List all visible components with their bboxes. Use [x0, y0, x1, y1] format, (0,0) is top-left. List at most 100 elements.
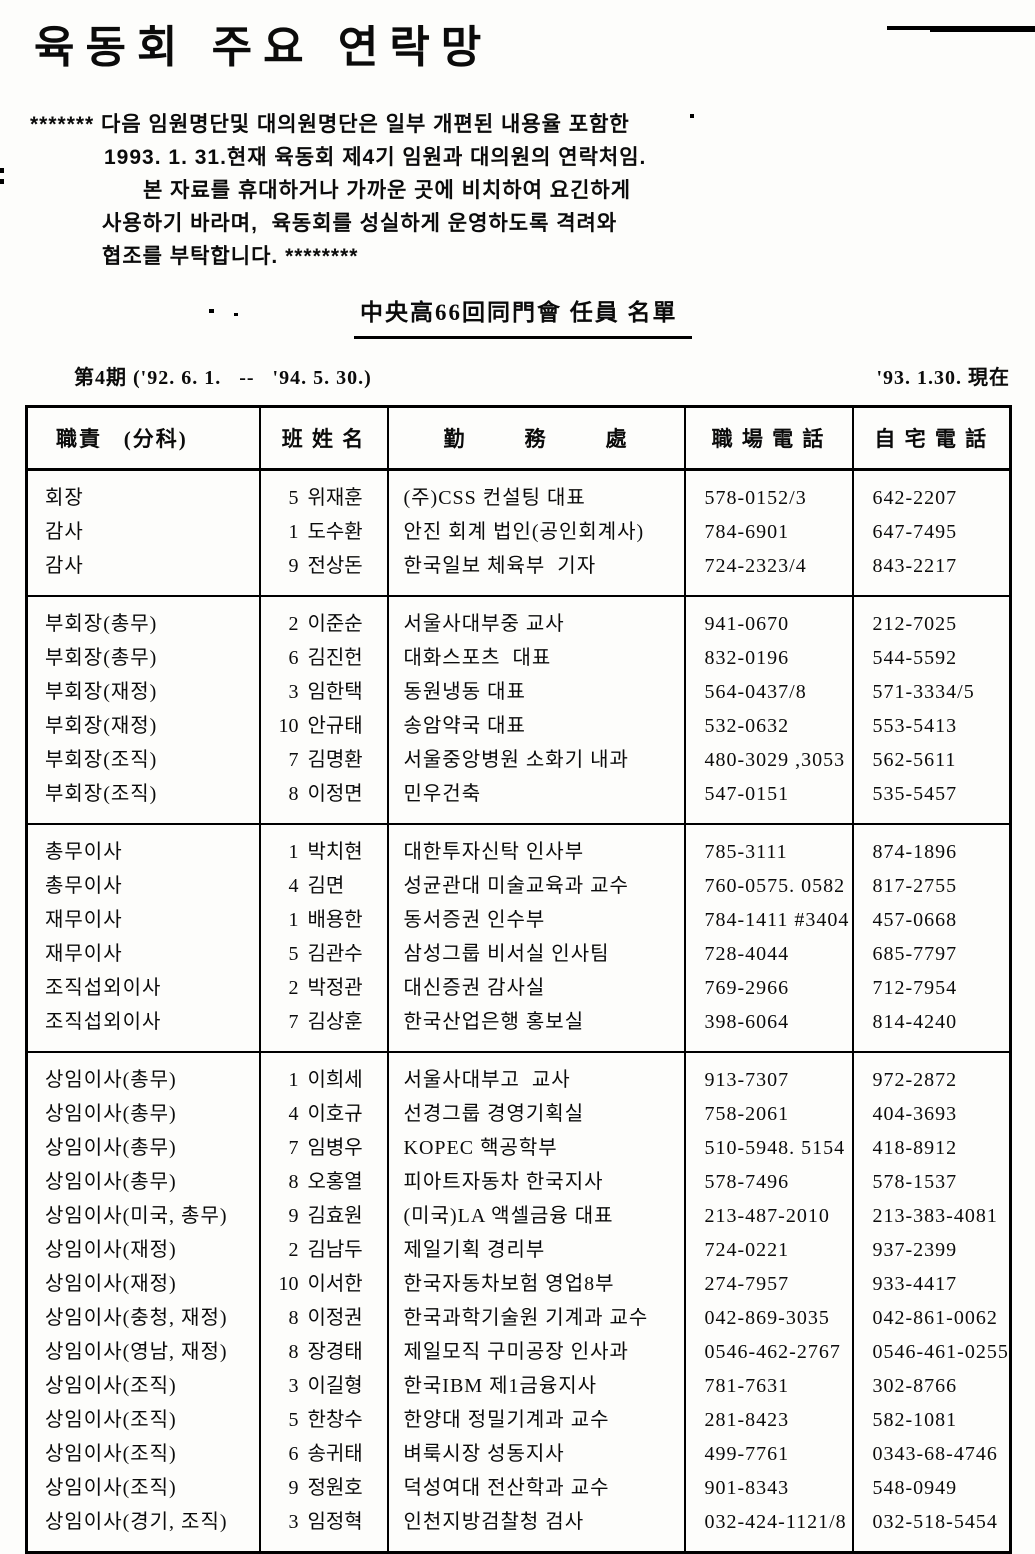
cell-work-phone: 913-7307 [683, 1052, 853, 1097]
cell-position: 상임이사(재정) [45, 1239, 177, 1261]
cell-work-phone: 213-487-2010 [683, 1199, 853, 1233]
cell-class-number: 3 [288, 681, 299, 703]
cell-workplace: 삼성그룹 비서실 인사팀 [386, 937, 685, 971]
table-row: 부회장(재정) 10 안규태 송암약국 대표 532-0632 553-5413 [27, 709, 1011, 743]
cell-class-and-name: 2 박정관 [258, 971, 388, 1005]
cell-class-and-name: 4 김면 [258, 869, 388, 903]
cell-work-phone: 032-424-1121/8 [683, 1505, 853, 1553]
cell-class-and-name: 3 이길형 [258, 1369, 388, 1403]
cell-class-and-name: 1 박치현 [258, 824, 388, 869]
cell-class-and-name: 5 한창수 [258, 1403, 388, 1437]
cell-workplace: 대화스포츠 대표 [386, 641, 685, 675]
table-row: 상임이사(총무) 7 임병우 KOPEC 핵공학부 510-5948. 5154 418-… [27, 1131, 1011, 1165]
cell-class-number: 8 [288, 783, 299, 805]
cell-class-and-name: 1 이희세 [258, 1052, 388, 1097]
cell-name: 임한택 [307, 681, 363, 703]
table-row: 부회장(조직) 7 김명환 서울중앙병원 소화기 내과 480-3029 ,3053 56… [27, 743, 1011, 777]
cell-work-phone: 724-2323/4 [683, 549, 853, 596]
table-group: 총무이사 1 박치현 대한투자신탁 인사부 785-3111 874-1896 총무이사 4 김… [26, 824, 1011, 1052]
cell-position: 부회장(총무) [45, 647, 158, 669]
table-row: 부회장(총무) 2 이준순 서울사대부중 교사 941-0670 212-7025 [27, 596, 1011, 641]
term-period: 第4期 ('92. 6. 1. -- '94. 5. 30.) [74, 367, 372, 389]
cell-class-and-name: 10 이서한 [258, 1267, 388, 1301]
cell-class-number: 1 [288, 1069, 299, 1091]
cell-home-phone: 571-3334/5 [851, 675, 1011, 709]
cell-position: 상임이사(조직) [45, 1443, 177, 1465]
cell-position: 조직섭외이사 [45, 977, 162, 999]
cell-class-and-name: 5 위재훈 [258, 469, 388, 515]
cell-class-number: 9 [288, 1205, 299, 1227]
table-row: 부회장(총무) 6 김진헌 대화스포츠 대표 832-0196 544-5592 [27, 641, 1011, 675]
cell-class-number: 8 [288, 1307, 299, 1329]
header-position: 職責 (分科) [26, 406, 260, 471]
table-header: 職責 (分科) 班 姓 名 勤 務 處 職 場 電 話 自 宅 電 話 [26, 406, 1011, 471]
cell-workplace: KOPEC 핵공학부 [386, 1131, 685, 1165]
cell-class-and-name: 1 배용한 [258, 903, 388, 937]
cell-workplace: 동원냉동 대표 [386, 675, 685, 709]
cell-home-phone: 647-7495 [851, 515, 1011, 549]
cell-work-phone: 564-0437/8 [683, 675, 853, 709]
cell-class-and-name: 3 임한택 [258, 675, 388, 709]
header-workplace: 勤 務 處 [386, 406, 685, 471]
cell-home-phone: 933-4417 [851, 1267, 1011, 1301]
cell-name: 임병우 [307, 1137, 363, 1159]
cell-position: 부회장(총무) [45, 613, 158, 635]
table-group: 부회장(총무) 2 이준순 서울사대부중 교사 941-0670 212-7025 부회장(… [26, 596, 1011, 824]
table-row: 상임이사(조직) 6 송귀태 벼룩시장 성동지사 499-7761 0343-68-474… [27, 1437, 1011, 1471]
cell-work-phone: 0546-462-2767 [683, 1335, 853, 1369]
scan-artifact [0, 168, 4, 173]
cell-name: 안규태 [307, 715, 363, 737]
cell-name: 이길형 [307, 1375, 363, 1397]
cell-class-number: 3 [288, 1375, 299, 1397]
cell-class-number: 9 [288, 555, 299, 577]
cell-workplace: 한국일보 체육부 기자 [386, 549, 685, 596]
cell-class-number: 1 [288, 841, 299, 863]
cell-position: 부회장(조직) [45, 749, 158, 771]
cell-class-and-name: 10 안규태 [258, 709, 388, 743]
cell-home-phone: 814-4240 [851, 1005, 1011, 1052]
roster-subtitle: 中央高66回同門會 任員 名單 [354, 293, 692, 339]
cell-position: 상임이사(총무) [45, 1171, 177, 1193]
scan-artifact [930, 26, 1035, 32]
scan-artifact [234, 313, 238, 316]
intro-line: ******* 다음 임원명단및 대의원명단은 일부 개편된 내용율 포함한 [30, 113, 630, 136]
cell-home-phone: 937-2399 [851, 1233, 1011, 1267]
cell-position: 상임이사(조직) [45, 1375, 177, 1397]
cell-home-phone: 553-5413 [851, 709, 1011, 743]
cell-work-phone: 758-2061 [683, 1097, 853, 1131]
cell-home-phone: 972-2872 [851, 1052, 1011, 1097]
cell-workplace: 서울사대부중 교사 [386, 596, 685, 641]
cell-work-phone: 724-0221 [683, 1233, 853, 1267]
table-row: 상임이사(조직) 3 이길형 한국IBM 제1금융지사 781-7631 302-8766 [27, 1369, 1011, 1403]
table-row: 상임이사(총무) 8 오홍열 피아트자동차 한국지사 578-7496 578-1537 [27, 1165, 1011, 1199]
cell-workplace: 동서증권 인수부 [386, 903, 685, 937]
intro-line: 협조를 부탁합니다. ******** [102, 245, 359, 268]
cell-home-phone: 642-2207 [851, 469, 1011, 515]
cell-class-number: 4 [288, 875, 299, 897]
table-row: 조직섭외이사 2 박정관 대신증권 감사실 769-2966 712-7954 [27, 971, 1011, 1005]
cell-class-and-name: 8 이정면 [258, 777, 388, 824]
cell-name: 김효원 [307, 1205, 363, 1227]
cell-home-phone: 0343-68-4746 [851, 1437, 1011, 1471]
cell-position: 상임이사(미국, 총무) [45, 1205, 228, 1227]
cell-workplace: 안진 회계 법인(공인회계사) [386, 515, 685, 549]
cell-name: 김관수 [307, 943, 363, 965]
intro-line: 1993. 1. 31.현재 육동회 제4기 임원과 대의원의 연락처임. [104, 146, 647, 169]
cell-name: 한창수 [307, 1409, 363, 1431]
cell-position: 부회장(재정) [45, 681, 158, 703]
cell-work-phone: 784-1411 #3404 [683, 903, 853, 937]
cell-work-phone: 480-3029 ,3053 [683, 743, 853, 777]
table-row: 상임이사(총무) 1 이희세 서울사대부고 교사 913-7307 972-2872 [27, 1052, 1011, 1097]
cell-class-number: 10 [278, 715, 299, 737]
cell-position: 상임이사(충청, 재정) [45, 1307, 228, 1329]
cell-position: 재무이사 [45, 943, 123, 965]
cell-position: 회장 [45, 487, 84, 509]
table-row: 부회장(조직) 8 이정면 민우건축 547-0151 535-5457 [27, 777, 1011, 824]
cell-position: 부회장(재정) [45, 715, 158, 737]
table-row: 상임이사(총무) 4 이호규 선경그룹 경영기획실 758-2061 404-3693 [27, 1097, 1011, 1131]
cell-name: 배용한 [307, 909, 363, 931]
cell-name: 임정혁 [307, 1511, 363, 1533]
header-work-phone: 職 場 電 話 [683, 406, 853, 471]
table-group: 회장 5 위재훈 (주)CSS 컨설팅 대표 578-0152/3 642-2207 감사 1… [26, 469, 1011, 596]
cell-workplace: 대신증권 감사실 [386, 971, 685, 1005]
